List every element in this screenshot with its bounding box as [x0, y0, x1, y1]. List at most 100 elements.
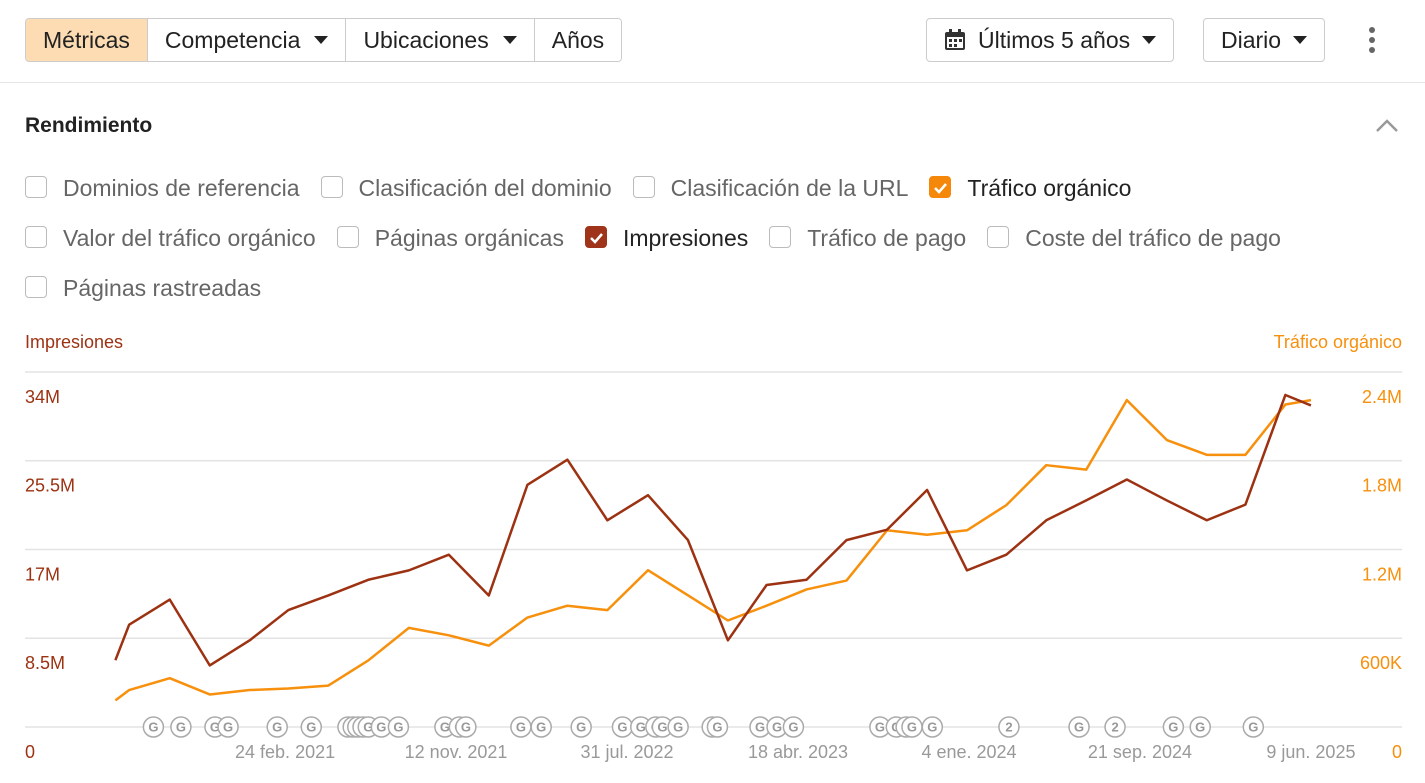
metric-label: Clasificación del dominio	[358, 175, 612, 201]
metric-row: Valor del tráfico orgánico Páginas orgáni…	[25, 225, 1281, 275]
annotation-label: G	[536, 719, 546, 734]
annotation-label: G	[788, 719, 798, 734]
metric-label: Dominios de referencia	[63, 175, 300, 201]
annotation-marker	[300, 716, 323, 738]
interval: Diario	[1221, 26, 1282, 53]
caret	[1142, 36, 1157, 44]
checkbox[interactable]	[25, 226, 47, 248]
annotation-marker	[667, 716, 689, 738]
checkbox[interactable]	[320, 176, 343, 198]
tab-button[interactable]: Años	[534, 19, 622, 61]
annotation-label: G	[461, 719, 471, 734]
tab-label: Competencia	[164, 26, 301, 53]
annotation-marker	[998, 716, 1020, 738]
chart: 0 8.5M 17M 25.5M 34M 0 600K 1.2M 1.8M 2.4M Impresi…	[25, 332, 1402, 762]
annotation-label: G	[617, 719, 627, 734]
metric-checkbox[interactable]: Impresiones	[584, 225, 748, 275]
annotation-label: G	[363, 719, 373, 734]
metric-checkbox[interactable]: Dominios de referencia	[25, 175, 300, 225]
annotation-label: G	[772, 719, 782, 734]
tab-button[interactable]: Métricas	[26, 19, 148, 61]
metric-label: Valor del tráfico orgánico	[63, 225, 316, 251]
y2-tick-label: 2.4M	[1362, 387, 1402, 407]
annotation-label: G	[755, 719, 765, 734]
metric-checkbox[interactable]: Clasificación del dominio	[320, 175, 612, 225]
annotation-label: G	[210, 719, 220, 734]
tab-group: Métricas Competencia Ubicaciones Años	[25, 18, 623, 62]
series-line	[114, 398, 1312, 702]
tab-button[interactable]: Competencia	[147, 19, 347, 61]
annotation-marker	[1242, 716, 1265, 738]
checkbox[interactable]	[987, 226, 1010, 248]
calendar-icon	[945, 29, 965, 50]
annotation-label: G	[657, 719, 667, 734]
annotation-marker	[387, 716, 410, 738]
checkbox[interactable]	[584, 226, 607, 248]
annotation-label: G	[272, 719, 282, 734]
tab-label: Métricas	[43, 26, 130, 53]
check-icon	[934, 183, 948, 194]
annotation-label: G	[176, 719, 186, 734]
annotation-label: G	[1168, 719, 1178, 734]
y2-tick-label: 0	[1392, 742, 1402, 762]
annotation-label: G	[636, 719, 646, 734]
checkbox[interactable]	[25, 176, 47, 198]
y2-tick-label: 1.2M	[1362, 564, 1402, 584]
checkbox[interactable]	[632, 176, 655, 198]
y-tick-label: 8.5M	[25, 653, 65, 673]
metric-checkbox[interactable]: Coste del tráfico de pago	[987, 225, 1281, 275]
annotation-marker	[1162, 716, 1185, 738]
annotation-label: G	[516, 719, 526, 734]
more-menu[interactable]	[1362, 26, 1382, 56]
annotation-marker	[142, 716, 165, 738]
checkbox[interactable]	[25, 276, 47, 298]
metric-row: Páginas rastreadas	[25, 275, 1281, 325]
annotation-marker	[1104, 716, 1126, 738]
annotation-marker	[217, 716, 239, 738]
annotation-label: 2	[1005, 719, 1012, 734]
tab-button[interactable]: Ubicaciones	[346, 19, 535, 61]
collapse-icon[interactable]	[1375, 118, 1399, 134]
x-tick-label: 24 feb. 2021	[235, 742, 335, 762]
checkbox[interactable]	[769, 226, 792, 248]
metric-label: Páginas rastreadas	[63, 275, 262, 301]
y-tick-label: 25.5M	[25, 476, 75, 496]
checkbox[interactable]	[929, 176, 952, 198]
annotation-label: G	[440, 719, 450, 734]
annotation-label: G	[712, 719, 722, 734]
annotation-label: G	[148, 719, 158, 734]
annotation-marker	[1068, 716, 1090, 738]
annotation-label: G	[673, 719, 683, 734]
y-tick-label: 34M	[25, 387, 60, 407]
metric-label: Tráfico orgánico	[967, 175, 1132, 201]
annotation-label: G	[875, 719, 885, 734]
metric-checkbox[interactable]: Tráfico orgánico	[929, 175, 1131, 225]
annotation-marker	[1189, 716, 1211, 738]
caret	[1293, 36, 1308, 44]
metric-label: Clasificación de la URL	[670, 175, 909, 201]
y-axis-title: Impresiones	[25, 332, 123, 352]
annotation-label: G	[907, 719, 917, 734]
x-tick-label: 18 abr. 2023	[748, 742, 848, 762]
metric-row: Dominios de referencia Clasificación del …	[25, 175, 1281, 225]
annotation-label: G	[576, 719, 586, 734]
x-tick-label: 31 jul. 2022	[580, 742, 673, 762]
metric-checkbox[interactable]: Páginas rastreadas	[25, 275, 261, 325]
y2-axis-title: Tráfico orgánico	[1274, 332, 1402, 352]
annotation-label: G	[1074, 719, 1084, 734]
metric-checkbox[interactable]: Valor del tráfico orgánico	[25, 225, 316, 275]
annotation-label: G	[223, 719, 233, 734]
series-line	[114, 393, 1312, 667]
annotation-label: G	[1195, 719, 1205, 734]
x-tick-label: 9 jun. 2025	[1266, 742, 1355, 762]
checkbox[interactable]	[336, 226, 359, 248]
metric-checkbox[interactable]: Páginas orgánicas	[336, 225, 564, 275]
annotation-marker	[170, 716, 192, 738]
metric-checkbox[interactable]: Tráfico de pago	[769, 225, 966, 275]
metric-checkbox[interactable]: Clasificación de la URL	[632, 175, 909, 225]
annotation-marker	[530, 716, 552, 738]
interval-button[interactable]: Diario	[1203, 18, 1326, 62]
date-range-button[interactable]: Últimos 5 años	[926, 18, 1175, 62]
annotation-label: G	[376, 719, 386, 734]
metric-label: Tráfico de pago	[807, 225, 967, 251]
